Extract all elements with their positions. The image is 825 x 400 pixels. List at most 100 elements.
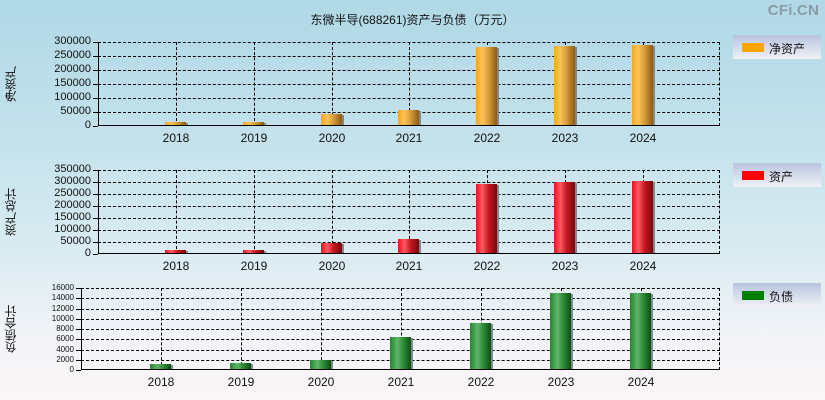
x-tick-label: 2023 xyxy=(551,131,579,145)
y-tick-label: 16000 xyxy=(51,283,74,292)
y-tick-label: 200000 xyxy=(54,63,91,75)
y-tick-mark xyxy=(93,98,98,99)
y-axis-label-total-assets: 资产总计 xyxy=(4,188,18,236)
bar-assets-2022 xyxy=(476,183,499,255)
gridline-v xyxy=(241,288,242,370)
y-tick-label: 4000 xyxy=(56,344,74,354)
bar-liabilities-2023 xyxy=(550,293,573,370)
x-tick-label: 2022 xyxy=(473,259,501,273)
y-tick-label: 100000 xyxy=(54,223,91,235)
x-tick-label: 2018 xyxy=(162,259,190,273)
x-tick-label: 2022 xyxy=(467,375,495,389)
legend-label-liabilities: 负债 xyxy=(769,290,794,304)
gridline-h xyxy=(81,318,720,320)
x-tick-label: 2024 xyxy=(627,375,655,389)
y-tick-mark xyxy=(76,288,81,289)
axis-right xyxy=(719,170,720,254)
y-tick-mark xyxy=(76,370,81,371)
legend-label-net-assets: 净资产 xyxy=(769,42,806,56)
gridline-v xyxy=(254,42,255,126)
bar-net-assets-2020 xyxy=(321,113,344,127)
x-tick-label: 2018 xyxy=(162,131,190,145)
gridline-h xyxy=(81,288,720,289)
axis-bottom xyxy=(98,253,720,254)
x-tick-label: 2020 xyxy=(318,131,346,145)
y-tick-mark xyxy=(76,298,81,300)
legend-liabilities: 负债 xyxy=(733,283,821,307)
y-tick-mark xyxy=(76,329,81,330)
y-tick-label: 14000 xyxy=(51,293,74,303)
legend-swatch-net-assets xyxy=(742,43,764,52)
y-tick-mark xyxy=(93,254,98,255)
gridline-v xyxy=(176,42,177,126)
y-tick-mark xyxy=(93,182,98,183)
legend-swatch-assets xyxy=(742,171,764,180)
plot-area-net-assets xyxy=(98,42,720,127)
y-tick-mark xyxy=(93,170,98,171)
axis-left xyxy=(98,42,99,126)
bar-assets-2020 xyxy=(321,242,344,255)
y-tick-label: 100000 xyxy=(54,91,91,103)
y-tick-mark xyxy=(76,359,81,361)
bar-liabilities-2021 xyxy=(390,337,413,370)
y-tick-mark xyxy=(93,126,98,127)
y-tick-mark xyxy=(93,42,98,43)
gridline-v xyxy=(401,288,402,370)
gridline-v xyxy=(176,170,177,254)
gridline-v xyxy=(409,42,410,126)
bar-liabilities-2019 xyxy=(230,362,253,371)
x-tick-label: 2018 xyxy=(147,375,175,389)
y-axis-label-net-assets: 净资产 xyxy=(4,66,18,102)
axis-left xyxy=(98,170,99,254)
gridline-h xyxy=(81,329,720,330)
y-tick-label: 0 xyxy=(84,119,91,131)
y-tick-label: 350000 xyxy=(54,163,91,175)
bar-net-assets-2018 xyxy=(165,122,188,126)
y-tick-label: 150000 xyxy=(54,211,91,223)
gridline-v xyxy=(161,288,162,370)
bar-liabilities-2022 xyxy=(470,322,493,371)
axis-right xyxy=(719,42,720,126)
y-tick-mark xyxy=(93,56,98,57)
legend-assets: 资产 xyxy=(733,163,821,187)
y-tick-label: 0 xyxy=(84,247,91,259)
y-tick-mark xyxy=(93,230,98,231)
gridline-h xyxy=(81,308,720,310)
x-tick-label: 2020 xyxy=(318,259,346,273)
bar-net-assets-2021 xyxy=(398,110,421,126)
legend-net-assets: 净资产 xyxy=(733,35,821,59)
bar-liabilities-2018 xyxy=(150,363,173,371)
y-tick-label: 0 xyxy=(69,365,74,374)
y-tick-label: 6000 xyxy=(56,334,74,344)
x-tick-label: 2023 xyxy=(551,259,579,273)
y-tick-label: 50000 xyxy=(60,235,91,247)
legend-label-assets: 资产 xyxy=(769,170,794,184)
x-tick-label: 2019 xyxy=(227,375,255,389)
x-tick-label: 2024 xyxy=(629,259,657,273)
bar-assets-2019 xyxy=(243,249,266,255)
axis-left xyxy=(81,288,82,370)
x-tick-label: 2021 xyxy=(395,131,423,145)
y-tick-label: 12000 xyxy=(51,303,74,313)
gridline-v xyxy=(332,42,333,126)
gridline-v xyxy=(409,170,410,254)
y-tick-mark xyxy=(93,84,98,85)
bar-net-assets-2023 xyxy=(554,45,577,127)
y-tick-label: 200000 xyxy=(54,199,91,211)
x-tick-label: 2022 xyxy=(473,131,501,145)
x-tick-label: 2020 xyxy=(307,375,335,389)
y-tick-label: 250000 xyxy=(54,187,91,199)
bar-liabilities-2020 xyxy=(310,360,333,370)
x-tick-label: 2021 xyxy=(387,375,415,389)
bar-liabilities-2024 xyxy=(630,293,653,370)
y-tick-label: 300000 xyxy=(54,35,91,47)
y-tick-mark xyxy=(76,308,81,310)
gridline-h xyxy=(81,298,720,300)
y-tick-mark xyxy=(93,218,98,219)
gridline-v xyxy=(254,170,255,254)
x-tick-label: 2019 xyxy=(240,259,268,273)
y-tick-mark xyxy=(76,318,81,320)
bar-assets-2021 xyxy=(398,238,421,255)
y-tick-mark xyxy=(93,206,98,207)
y-tick-mark xyxy=(76,339,81,341)
